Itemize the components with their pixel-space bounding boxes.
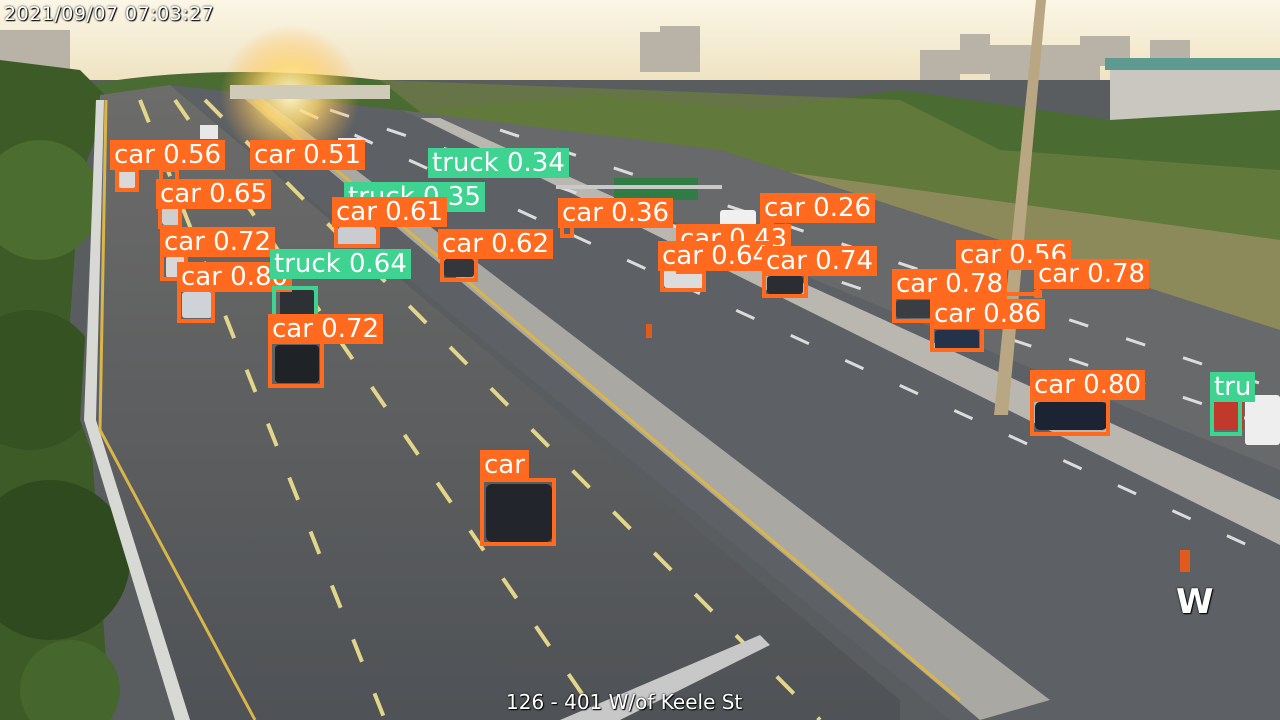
detection-label: car 0.36 <box>558 198 674 228</box>
detection-box-car <box>115 168 139 192</box>
detection-label: car 0.78 <box>892 269 1008 299</box>
traffic-cone <box>1180 550 1190 572</box>
detection-box-truck <box>1210 398 1242 436</box>
detection-label: car <box>480 450 529 480</box>
sign-structure <box>560 635 770 720</box>
detection-label: car 0.61 <box>332 197 448 227</box>
detection-label: car 0.26 <box>760 193 876 223</box>
detection-label: truck 0.34 <box>428 148 569 178</box>
detection-label: car 0.80 <box>1030 370 1146 400</box>
vehicles <box>118 125 1280 542</box>
detection-label: car 0.62 <box>438 229 554 259</box>
detection-label: car 0.72 <box>160 227 276 257</box>
guard-rail <box>84 100 190 720</box>
gantry <box>230 85 390 99</box>
detection-box-car <box>268 340 324 388</box>
detection-label: car 0.86 <box>930 299 1046 329</box>
detection-box-car <box>1030 398 1110 436</box>
detection-label: car 0.64 <box>658 241 774 271</box>
detection-box-car <box>1034 290 1042 298</box>
detection-label: car 0.72 <box>268 314 384 344</box>
timestamp: 2021/09/07 07:03:27 <box>4 3 215 25</box>
detection-box-car <box>177 287 215 323</box>
westbound-lanes <box>80 85 900 720</box>
detection-label: car 0.51 <box>250 140 366 170</box>
detection-label: tru <box>1210 372 1256 402</box>
detection-box-car <box>480 478 556 546</box>
detection-label: truck 0.64 <box>270 249 411 279</box>
tree-line <box>60 72 1280 300</box>
detection-label: car 0.74 <box>762 246 878 276</box>
detection-label: car 0.56 <box>110 140 226 170</box>
detection-label: car 0.78 <box>1034 259 1150 289</box>
direction-marker: W <box>1176 582 1214 622</box>
detection-label: car 0.65 <box>156 179 272 209</box>
traffic-cone <box>646 324 652 338</box>
camera-caption: 126 - 401 W/of Keele St <box>506 690 743 714</box>
